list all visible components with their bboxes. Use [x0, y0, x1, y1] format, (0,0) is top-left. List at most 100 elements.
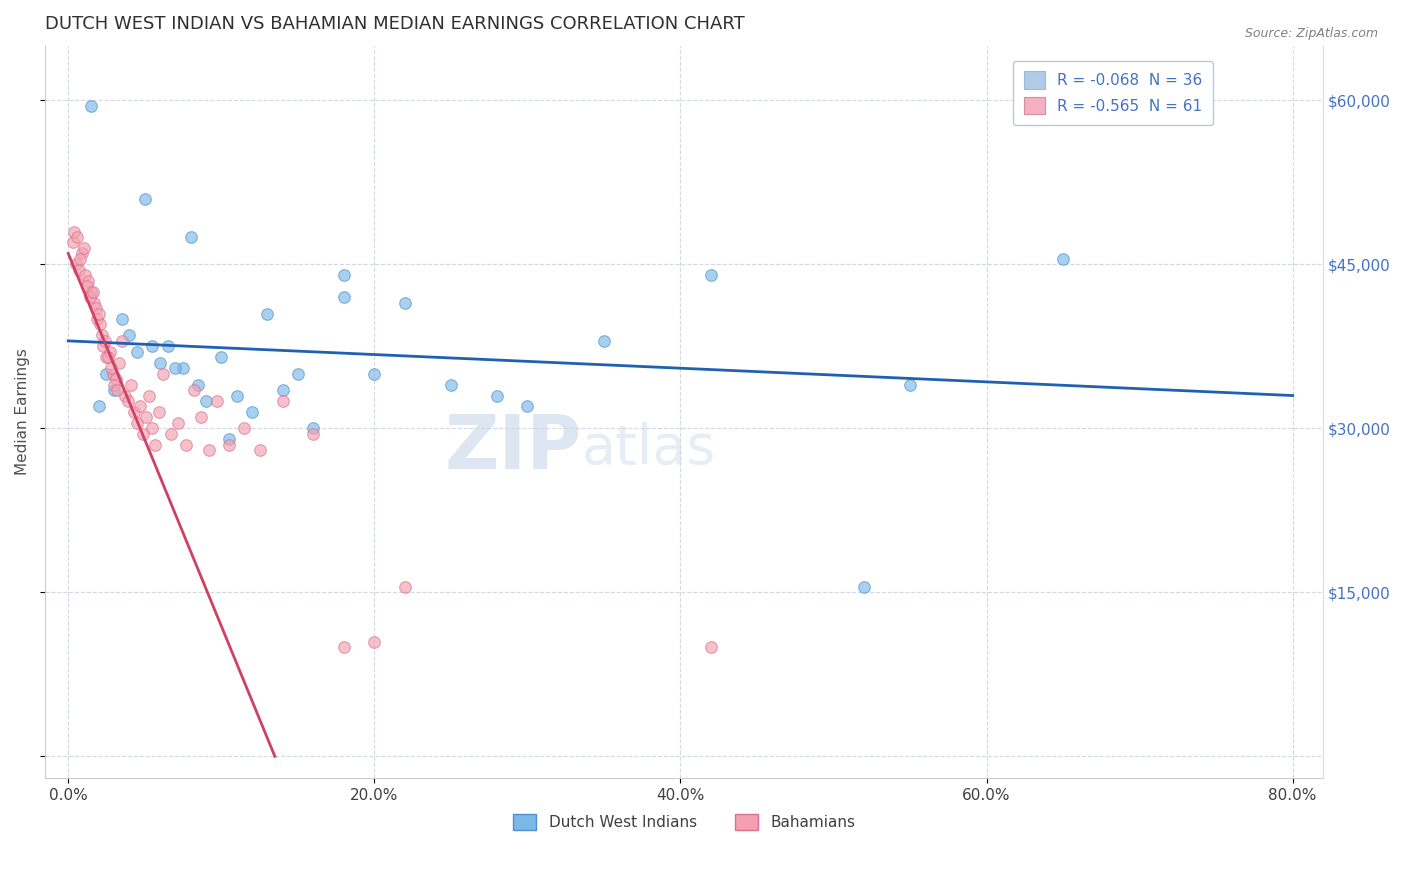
- Point: [70, 246, 93, 260]
- Point: [145, 438, 167, 452]
- Point: [65, 257, 87, 271]
- Point: [249, 443, 271, 458]
- Point: [516, 400, 538, 414]
- Point: [84, 301, 107, 315]
- Point: [82, 285, 104, 299]
- Text: atlas: atlas: [582, 422, 717, 475]
- Y-axis label: Median Earnings: Median Earnings: [15, 349, 30, 475]
- Point: [156, 339, 179, 353]
- Point: [63, 225, 86, 239]
- Point: [77, 274, 100, 288]
- Point: [87, 400, 110, 414]
- Point: [132, 426, 155, 441]
- Point: [138, 388, 160, 402]
- Point: [394, 295, 416, 310]
- Point: [363, 367, 385, 381]
- Point: [135, 410, 157, 425]
- Point: [87, 307, 110, 321]
- Point: [302, 426, 325, 441]
- Point: [394, 580, 416, 594]
- Point: [256, 307, 278, 321]
- Point: [83, 295, 105, 310]
- Text: DUTCH WEST INDIAN VS BAHAMIAN MEDIAN EARNINGS CORRELATION CHART: DUTCH WEST INDIAN VS BAHAMIAN MEDIAN EAR…: [45, 15, 745, 33]
- Point: [76, 279, 98, 293]
- Point: [190, 410, 212, 425]
- Point: [149, 356, 172, 370]
- Point: [271, 394, 294, 409]
- Point: [122, 405, 145, 419]
- Point: [101, 367, 124, 381]
- Point: [104, 372, 127, 386]
- Point: [167, 416, 190, 430]
- Point: [180, 230, 202, 244]
- Point: [165, 361, 187, 376]
- Point: [898, 377, 921, 392]
- Point: [172, 361, 194, 376]
- Point: [67, 262, 90, 277]
- Point: [66, 230, 89, 244]
- Point: [363, 634, 385, 648]
- Point: [187, 377, 209, 392]
- Point: [98, 344, 121, 359]
- Point: [205, 394, 228, 409]
- Point: [105, 383, 128, 397]
- Point: [79, 290, 101, 304]
- Point: [75, 268, 97, 283]
- Point: [225, 388, 247, 402]
- Point: [174, 438, 197, 452]
- Point: [97, 351, 120, 365]
- Legend: Dutch West Indians, Bahamians: Dutch West Indians, Bahamians: [508, 807, 862, 837]
- Point: [332, 640, 354, 654]
- Point: [332, 268, 354, 283]
- Text: ZIP: ZIP: [444, 412, 582, 485]
- Point: [96, 351, 118, 365]
- Point: [240, 405, 263, 419]
- Point: [1052, 252, 1074, 266]
- Point: [129, 400, 152, 414]
- Point: [141, 339, 163, 353]
- Point: [159, 426, 181, 441]
- Point: [218, 438, 240, 452]
- Point: [89, 318, 111, 332]
- Point: [80, 285, 103, 299]
- Point: [86, 312, 108, 326]
- Point: [127, 344, 149, 359]
- Point: [332, 290, 354, 304]
- Point: [198, 443, 221, 458]
- Point: [103, 383, 125, 397]
- Point: [593, 334, 616, 348]
- Point: [302, 421, 325, 435]
- Point: [111, 312, 134, 326]
- Point: [80, 99, 103, 113]
- Point: [72, 241, 94, 255]
- Point: [233, 421, 256, 435]
- Point: [152, 367, 174, 381]
- Point: [62, 235, 84, 250]
- Point: [127, 416, 149, 430]
- Point: [120, 377, 142, 392]
- Point: [134, 192, 156, 206]
- Point: [114, 388, 136, 402]
- Point: [69, 252, 91, 266]
- Point: [96, 367, 118, 381]
- Point: [700, 640, 723, 654]
- Point: [218, 432, 240, 446]
- Text: Source: ZipAtlas.com: Source: ZipAtlas.com: [1244, 27, 1378, 40]
- Point: [183, 383, 205, 397]
- Point: [209, 351, 232, 365]
- Point: [93, 339, 115, 353]
- Point: [103, 377, 125, 392]
- Point: [118, 328, 141, 343]
- Point: [853, 580, 876, 594]
- Point: [195, 394, 218, 409]
- Point: [141, 421, 163, 435]
- Point: [287, 367, 309, 381]
- Point: [485, 388, 508, 402]
- Point: [107, 356, 129, 370]
- Point: [440, 377, 463, 392]
- Point: [94, 334, 117, 348]
- Point: [117, 394, 139, 409]
- Point: [100, 361, 122, 376]
- Point: [148, 405, 170, 419]
- Point: [271, 383, 294, 397]
